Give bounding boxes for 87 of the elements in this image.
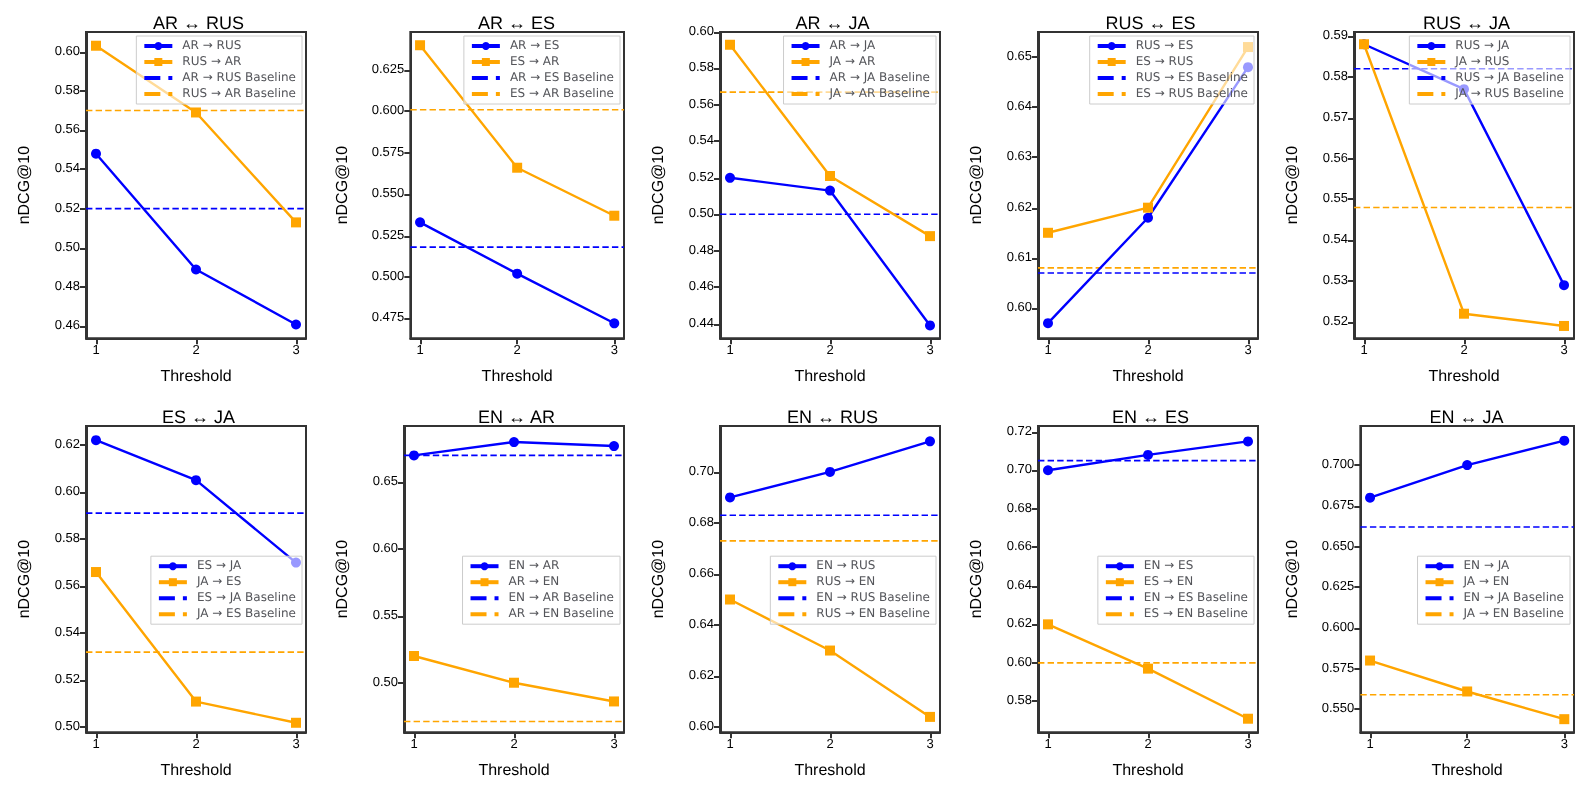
chart-title: EN ↔ JA bbox=[1430, 407, 1505, 427]
y-axis-title: nDCG@10 bbox=[966, 144, 985, 225]
point bbox=[291, 717, 301, 728]
point bbox=[1042, 318, 1053, 329]
point bbox=[1365, 655, 1376, 666]
point bbox=[508, 437, 519, 448]
point bbox=[725, 594, 736, 605]
point bbox=[608, 696, 619, 707]
point bbox=[408, 650, 419, 661]
point bbox=[414, 217, 425, 228]
point bbox=[1142, 202, 1153, 213]
point bbox=[1042, 227, 1053, 238]
point bbox=[191, 264, 201, 275]
point bbox=[1242, 436, 1253, 447]
y-axis-title: nDCG@10 bbox=[649, 538, 668, 619]
x-axis-title: Threshold bbox=[160, 761, 232, 779]
point bbox=[414, 40, 425, 51]
x-axis-title: Threshold bbox=[1112, 367, 1184, 385]
x-axis-title: Threshold bbox=[794, 367, 866, 385]
point bbox=[1042, 465, 1053, 476]
chart-title: AR ↔ RUS bbox=[153, 13, 245, 33]
point bbox=[925, 231, 936, 242]
point bbox=[1462, 460, 1473, 471]
point bbox=[291, 217, 301, 228]
y-axis-title: nDCG@10 bbox=[332, 538, 351, 619]
point bbox=[291, 557, 301, 568]
chart-title: ES ↔ JA bbox=[162, 407, 236, 427]
y-axis-title: nDCG@10 bbox=[649, 144, 668, 225]
point bbox=[191, 475, 201, 486]
chart-title: EN ↔ AR bbox=[477, 407, 556, 427]
point bbox=[508, 677, 519, 688]
point bbox=[825, 466, 836, 477]
point bbox=[725, 39, 736, 50]
x-axis-title: Threshold bbox=[1112, 761, 1184, 779]
chart-title: RUS ↔ ES bbox=[1105, 13, 1196, 33]
point bbox=[1462, 686, 1473, 697]
point bbox=[1142, 449, 1153, 460]
y-axis-title: nDCG@10 bbox=[966, 538, 985, 619]
chart-title: RUS ↔ JA bbox=[1423, 13, 1511, 33]
point bbox=[1559, 320, 1570, 331]
y-axis-title: nDCG@10 bbox=[332, 144, 351, 225]
point bbox=[1559, 280, 1570, 291]
point bbox=[191, 696, 201, 707]
point bbox=[408, 450, 419, 461]
y-axis-title: nDCG@10 bbox=[1283, 144, 1302, 225]
point bbox=[1142, 212, 1153, 223]
x-axis-title: Threshold bbox=[794, 761, 866, 779]
point bbox=[608, 441, 619, 452]
point bbox=[1242, 62, 1253, 73]
chart-title: EN ↔ ES bbox=[1111, 407, 1189, 427]
point bbox=[1242, 713, 1253, 724]
chart-title: AR ↔ ES bbox=[477, 13, 555, 33]
point bbox=[1560, 714, 1571, 725]
point bbox=[91, 40, 101, 51]
x-axis-title: Threshold bbox=[1432, 761, 1504, 779]
chart-title: EN ↔ RUS bbox=[787, 407, 879, 427]
point bbox=[191, 107, 201, 118]
x-axis-title: Threshold bbox=[1429, 367, 1501, 385]
point bbox=[925, 711, 936, 722]
point bbox=[291, 319, 301, 330]
point bbox=[91, 567, 101, 578]
y-axis-title: nDCG@10 bbox=[15, 538, 33, 619]
point bbox=[825, 185, 836, 196]
x-axis-title: Threshold bbox=[480, 367, 552, 385]
point bbox=[1560, 435, 1571, 446]
point bbox=[608, 210, 619, 221]
x-axis-title: Threshold bbox=[160, 367, 232, 385]
point bbox=[91, 435, 101, 446]
point bbox=[1242, 42, 1253, 53]
y-axis-title: nDCG@10 bbox=[15, 144, 33, 225]
point bbox=[725, 172, 736, 183]
point bbox=[511, 162, 522, 173]
point bbox=[925, 436, 936, 447]
point bbox=[608, 318, 619, 329]
y-axis-title: nDCG@10 bbox=[1283, 538, 1302, 619]
point bbox=[1042, 619, 1053, 630]
point bbox=[1365, 492, 1376, 503]
x-axis-title: Threshold bbox=[477, 761, 549, 779]
point bbox=[925, 320, 936, 331]
point bbox=[725, 492, 736, 503]
point bbox=[511, 268, 522, 279]
point bbox=[825, 645, 836, 656]
point bbox=[1142, 663, 1153, 674]
point bbox=[825, 170, 836, 181]
point bbox=[91, 148, 101, 159]
point bbox=[1459, 308, 1470, 319]
chart-title: AR ↔ JA bbox=[795, 13, 870, 33]
